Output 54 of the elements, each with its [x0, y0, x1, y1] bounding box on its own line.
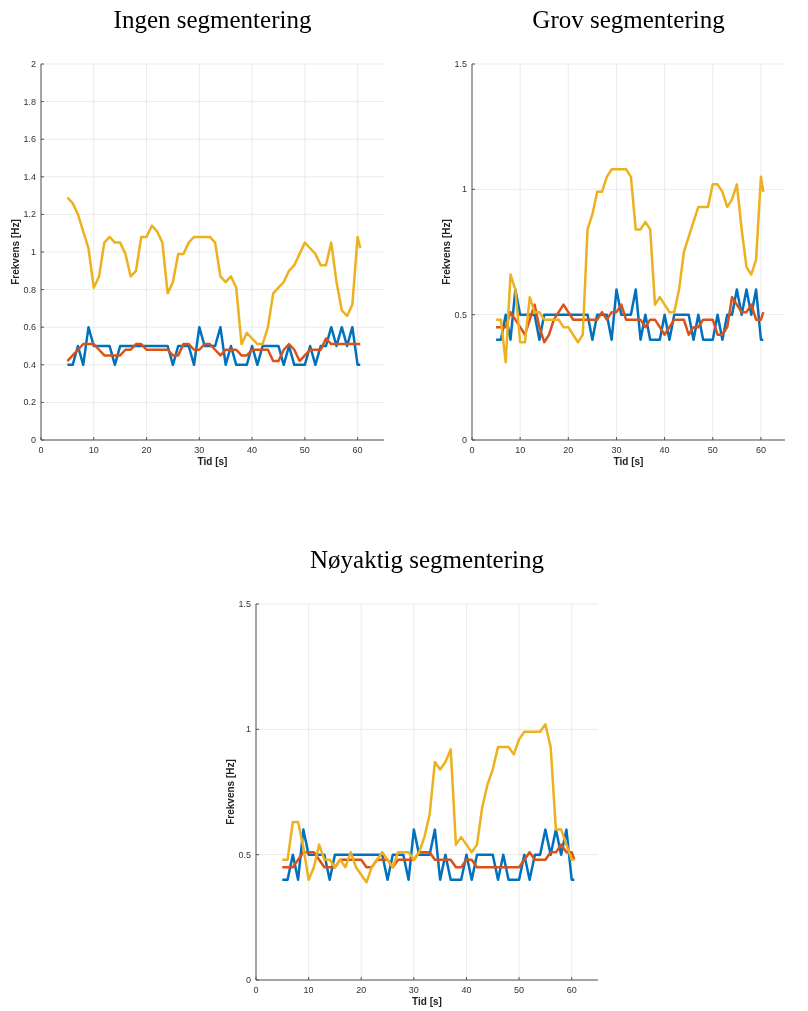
y-tick-label: 1.8: [23, 96, 36, 107]
y-tick-label: 2: [30, 59, 36, 69]
y-tick-label: 1.2: [23, 209, 36, 220]
x-tick-label: 60: [566, 985, 577, 995]
x-tick-label: 10: [303, 985, 314, 995]
chart-title: Grov segmentering: [532, 6, 726, 33]
x-tick-label: 10: [515, 445, 526, 455]
x-tick-label: 40: [461, 985, 472, 995]
y-tick-label: 1.5: [454, 59, 467, 69]
y-tick-label: 1: [30, 247, 36, 257]
x-tick-label: 0: [253, 985, 259, 995]
x-tick-label: 30: [408, 985, 419, 995]
x-tick-label: 50: [707, 445, 718, 455]
x-tick-label: 20: [356, 985, 367, 995]
y-tick-label: 0: [30, 435, 36, 445]
x-tick-label: 60: [755, 445, 766, 455]
line-series: [66, 337, 362, 363]
y-tick-label: 1: [461, 184, 467, 195]
chart-title: Ingen segmentering: [113, 6, 312, 33]
x-tick-label: 20: [141, 445, 152, 455]
y-tick-label: 0.5: [238, 849, 251, 860]
line-series: [494, 168, 765, 364]
x-axis-title: Tid [s]: [412, 996, 442, 1007]
y-tick-label: 0.2: [23, 397, 36, 408]
x-tick-label: 30: [611, 445, 622, 455]
line-series: [66, 196, 362, 346]
x-tick-label: 60: [352, 445, 363, 455]
y-tick-label: 1.6: [23, 134, 36, 145]
x-tick-label: 10: [88, 445, 99, 455]
y-tick-label: 0.8: [23, 284, 36, 295]
y-tick-label: 1.4: [23, 171, 36, 182]
y-tick-label: 0: [461, 435, 467, 445]
x-axis-title: Tid [s]: [613, 456, 644, 467]
x-axis-title: Tid [s]: [197, 456, 228, 467]
y-axis-title: Frekvens [Hz]: [10, 219, 21, 285]
y-axis-title: Frekvens [Hz]: [441, 219, 452, 285]
chart-title: Nøyaktig segmentering: [310, 546, 545, 573]
y-tick-label: 1: [245, 724, 251, 735]
y-tick-label: 0.4: [23, 359, 36, 370]
y-axis-title: Frekvens [Hz]: [225, 759, 236, 825]
y-tick-label: 1.5: [238, 599, 251, 609]
x-tick-label: 30: [194, 445, 205, 455]
y-tick-label: 0.6: [23, 322, 36, 333]
x-tick-label: 0: [38, 445, 44, 455]
x-tick-label: 50: [299, 445, 310, 455]
x-tick-label: 0: [469, 445, 475, 455]
line-series: [494, 295, 765, 344]
x-tick-label: 40: [659, 445, 670, 455]
line-series: [281, 723, 576, 884]
x-tick-label: 20: [563, 445, 574, 455]
y-tick-label: 0: [245, 975, 251, 985]
x-tick-label: 50: [514, 985, 525, 995]
y-tick-label: 0.5: [454, 309, 467, 320]
x-tick-label: 40: [247, 445, 258, 455]
